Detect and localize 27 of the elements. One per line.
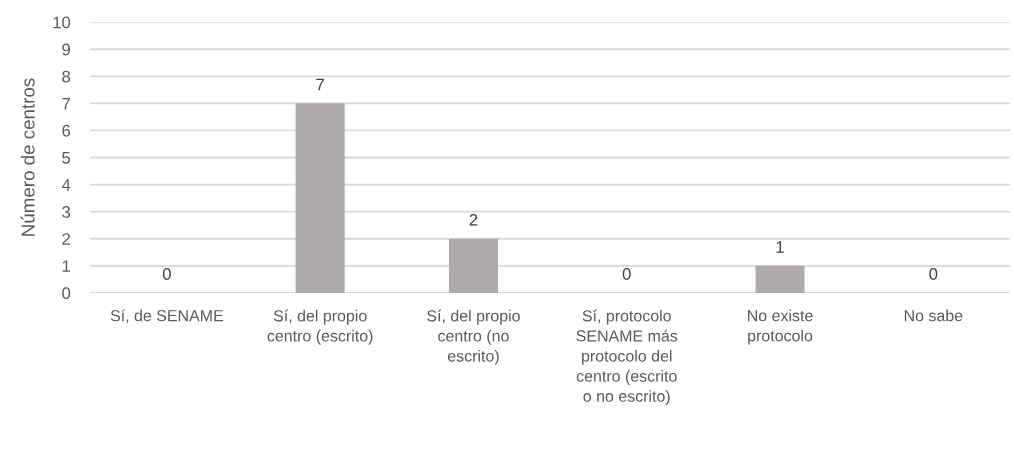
data-label: 7 [316, 78, 324, 91]
data-label: 0 [929, 268, 938, 280]
y-tick-label: 7 [62, 97, 70, 110]
y-tick-label: 9 [62, 43, 71, 56]
y-tick-label: 6 [62, 124, 71, 137]
y-tick-label: 8 [62, 70, 71, 83]
y-tick-label: 10 [53, 16, 71, 29]
bar [755, 265, 805, 293]
y-tick-label: 2 [62, 233, 70, 245]
data-label: 0 [622, 268, 631, 280]
data-label: 0 [162, 268, 171, 280]
x-tick-label: No sabe [904, 309, 963, 322]
y-tick-label: 0 [62, 287, 71, 300]
x-tick-label: No existe protocolo [748, 309, 813, 345]
bar [295, 103, 345, 293]
y-axis-title: Número de centros [20, 78, 35, 236]
x-tick-label: Sí, de SENAME [110, 309, 224, 324]
bar [448, 238, 498, 293]
y-tick-label: 1 [62, 260, 70, 272]
data-label: 1 [776, 241, 784, 253]
y-tick-label: 4 [61, 179, 71, 191]
data-label: 2 [469, 213, 478, 226]
y-tick-label: 5 [62, 152, 71, 164]
x-tick-label: Sí, del propio centro (no escrito) [427, 309, 520, 365]
x-tick-label: Sí, protocolo SENAME más protocolo del centro (escrito o no escrito) [576, 309, 678, 406]
x-tick-label: Sí, del propio centro (escrito) [267, 309, 373, 345]
y-tick-label: 3 [62, 206, 71, 218]
